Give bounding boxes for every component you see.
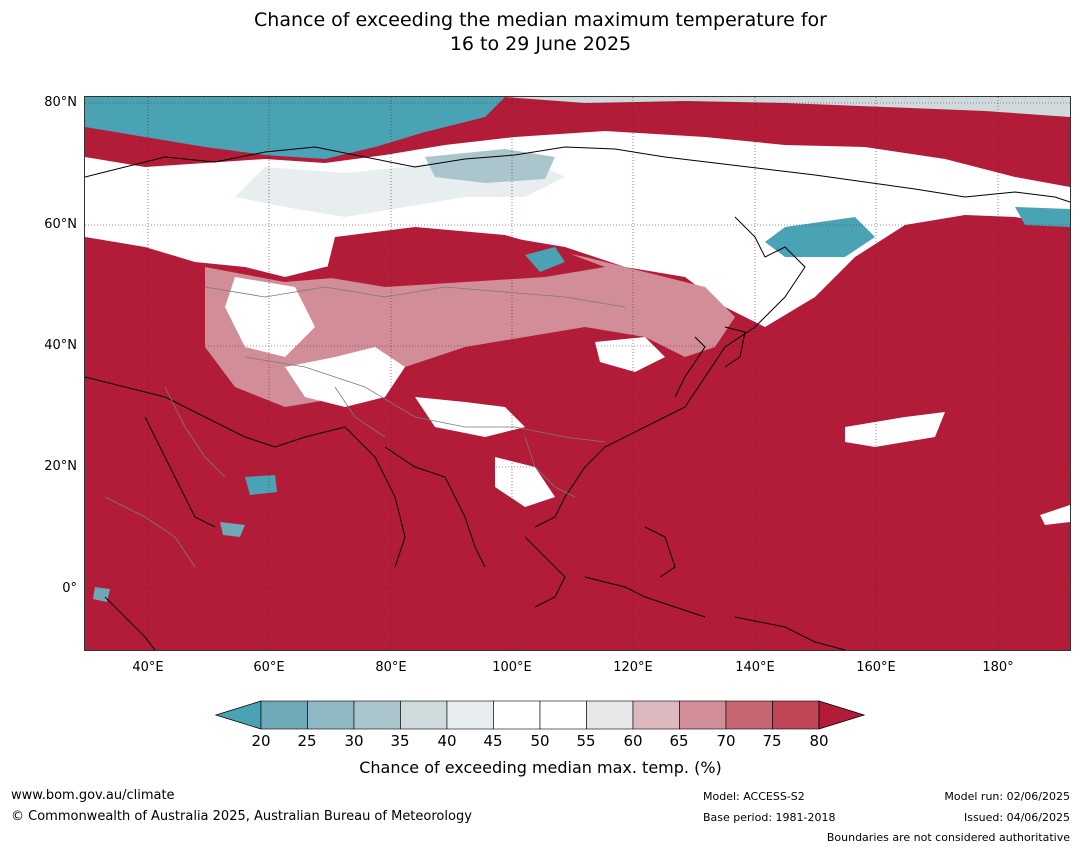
lon-label-40e: 40°E	[132, 660, 164, 675]
country-boundaries	[104, 286, 626, 568]
copyright-text: © Commonwealth of Australia 2025, Austra…	[11, 809, 472, 824]
colorbar-cell	[400, 700, 448, 730]
colorbar-tick: 50	[530, 732, 550, 750]
colorbar-cell	[493, 700, 541, 730]
central-asia-neutral-region	[285, 347, 405, 407]
arctic-teal-region	[85, 97, 505, 159]
colorbar-tick: 30	[344, 732, 364, 750]
colorbar-extend-low	[215, 700, 262, 730]
kazakhstan-neutral-region	[225, 277, 315, 357]
colorbar-tick: 20	[251, 732, 271, 750]
map-svg	[85, 97, 1070, 650]
colorbar-cell	[446, 700, 494, 730]
pacific-neutral-patch-2	[1040, 505, 1070, 525]
lon-label-80e: 80°E	[375, 660, 407, 675]
arctic-red-patch	[715, 119, 785, 135]
lon-label-160e: 160°E	[856, 660, 896, 675]
lat-label-80n: 80°N	[44, 95, 77, 110]
arabian-sea-teal-patch	[245, 475, 277, 495]
title-line-2: 16 to 29 June 2025	[449, 33, 632, 55]
lon-label-140e: 140°E	[735, 660, 775, 675]
lat-label-40n: 40°N	[44, 338, 77, 353]
base-period: Base period: 1981-2018	[703, 811, 836, 824]
baikal-teal-patch	[525, 247, 565, 272]
pacific-neutral-patch-1	[845, 412, 945, 447]
colorbar-cell	[632, 700, 680, 730]
lon-label-100e: 100°E	[492, 660, 532, 675]
colorbar-tick: 45	[483, 732, 503, 750]
colorbar-cell	[586, 700, 634, 730]
colorbar-cell	[772, 700, 820, 730]
chart-title: Chance of exceeding the median maximum t…	[0, 8, 1081, 56]
siberia-blue-grey-region	[425, 149, 555, 183]
model-run-date: Model run: 02/06/2025	[944, 790, 1070, 803]
model-name: Model: ACCESS-S2	[703, 790, 805, 803]
website-link[interactable]: www.bom.gov.au/climate	[11, 788, 175, 803]
colorbar	[215, 700, 865, 730]
colorbar-cell	[725, 700, 773, 730]
colorbar-tick: 25	[297, 732, 317, 750]
lon-label-60e: 60°E	[253, 660, 285, 675]
lon-label-180: 180°	[982, 660, 1014, 675]
colorbar-extend-high	[818, 700, 865, 730]
colorbar-cell	[307, 700, 355, 730]
indochina-neutral-region	[495, 457, 555, 507]
graticule	[85, 97, 1070, 650]
title-line-1: Chance of exceeding the median maximum t…	[254, 9, 827, 31]
north-china-neutral-region	[595, 337, 665, 372]
colorbar-cell	[353, 700, 401, 730]
lat-label-60n: 60°N	[44, 217, 77, 232]
colorbar-label: Chance of exceeding median max. temp. (%…	[359, 758, 722, 777]
mongolia-hot-region	[325, 227, 605, 287]
forecast-map	[84, 96, 1071, 651]
colorbar-tick: 70	[716, 732, 736, 750]
lat-label-20n: 20°N	[44, 459, 77, 474]
lon-label-120e: 120°E	[613, 660, 653, 675]
colorbar-tick: 80	[809, 732, 829, 750]
somali-teal-patch	[220, 522, 245, 537]
bering-teal-region	[1015, 207, 1070, 227]
issued-date: Issued: 04/06/2025	[963, 811, 1070, 824]
colorbar-cell	[260, 700, 308, 730]
boundaries-disclaimer: Boundaries are not considered authoritat…	[826, 831, 1070, 844]
colorbar-cell	[539, 700, 587, 730]
lat-label-0: 0°	[62, 581, 77, 596]
colorbar-tick: 35	[390, 732, 410, 750]
colorbar-tick: 65	[669, 732, 689, 750]
colorbar-tick: 60	[623, 732, 643, 750]
arctic-pale-region	[85, 97, 1070, 117]
coastlines	[85, 146, 1070, 650]
colorbar-tick: 55	[576, 732, 596, 750]
colorbar-cell	[679, 700, 727, 730]
okhotsk-teal-region	[765, 217, 875, 257]
colorbar-tick: 75	[762, 732, 782, 750]
colorbar-tick: 40	[437, 732, 457, 750]
